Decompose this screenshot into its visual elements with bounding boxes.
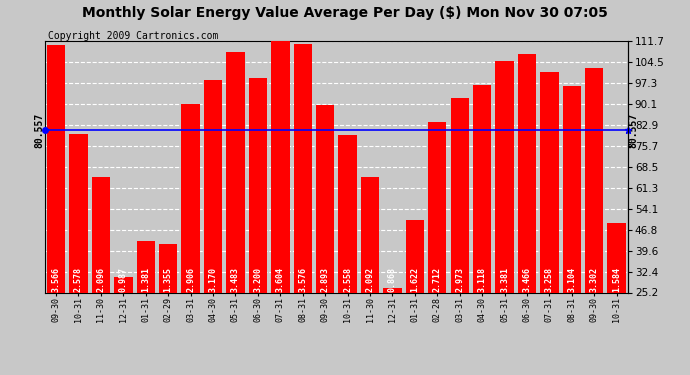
Bar	[316, 105, 335, 366]
Bar	[226, 52, 245, 366]
Bar	[204, 80, 222, 366]
Bar	[406, 220, 424, 366]
Bar	[451, 98, 469, 366]
Text: 3.483: 3.483	[231, 267, 240, 292]
Bar	[114, 277, 132, 366]
Bar	[428, 122, 446, 366]
Text: 1.584: 1.584	[612, 267, 621, 292]
Bar	[159, 244, 177, 366]
Text: 3.566: 3.566	[52, 267, 61, 292]
Bar	[383, 288, 402, 366]
Bar	[473, 85, 491, 366]
Bar	[585, 68, 604, 366]
Bar	[293, 44, 312, 366]
Text: 80.557: 80.557	[35, 112, 45, 148]
Text: 3.170: 3.170	[208, 267, 217, 292]
Text: 0.987: 0.987	[119, 267, 128, 292]
Bar	[271, 41, 290, 366]
Bar	[338, 135, 357, 366]
Text: 1.622: 1.622	[411, 267, 420, 292]
Text: 2.092: 2.092	[366, 267, 375, 292]
Text: Monthly Solar Energy Value Average Per Day ($) Mon Nov 30 07:05: Monthly Solar Energy Value Average Per D…	[82, 6, 608, 20]
Bar	[562, 86, 581, 366]
Text: 3.104: 3.104	[567, 267, 576, 292]
Text: 1.381: 1.381	[141, 267, 150, 292]
Text: 2.893: 2.893	[321, 267, 330, 292]
Text: 3.200: 3.200	[253, 267, 262, 292]
Bar	[47, 45, 66, 366]
Bar	[361, 177, 380, 366]
Bar	[540, 72, 559, 366]
Bar	[607, 223, 626, 366]
Text: 80.557: 80.557	[628, 112, 638, 148]
Text: 2.096: 2.096	[97, 267, 106, 292]
Text: 2.973: 2.973	[455, 267, 464, 292]
Bar	[181, 104, 200, 366]
Text: 3.302: 3.302	[590, 267, 599, 292]
Bar	[92, 177, 110, 366]
Text: Copyright 2009 Cartronics.com: Copyright 2009 Cartronics.com	[48, 31, 218, 41]
Text: 3.604: 3.604	[276, 267, 285, 292]
Text: 3.381: 3.381	[500, 267, 509, 292]
Text: 3.576: 3.576	[298, 267, 307, 292]
Text: 3.118: 3.118	[477, 267, 486, 292]
Bar	[518, 54, 536, 366]
Text: 3.466: 3.466	[522, 267, 531, 292]
Text: 0.868: 0.868	[388, 267, 397, 292]
Bar	[137, 242, 155, 366]
Text: 2.578: 2.578	[74, 267, 83, 292]
Text: 2.712: 2.712	[433, 267, 442, 292]
Bar	[69, 134, 88, 366]
Bar	[495, 62, 514, 366]
Bar	[248, 78, 267, 366]
Text: 3.258: 3.258	[545, 267, 554, 292]
Text: 2.558: 2.558	[343, 267, 352, 292]
Text: 1.355: 1.355	[164, 267, 172, 292]
Text: 2.906: 2.906	[186, 267, 195, 292]
